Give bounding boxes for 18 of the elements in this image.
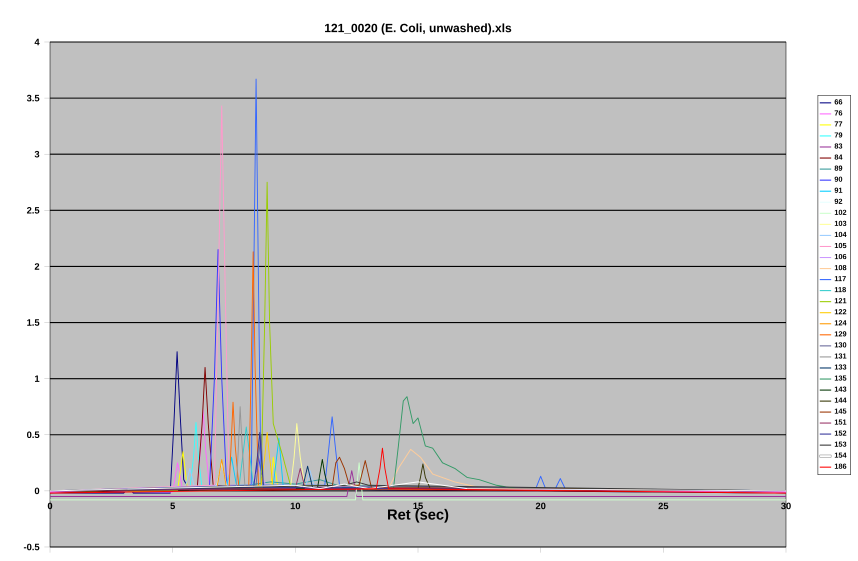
x-tick-label: 15: [413, 502, 423, 510]
y-tick-label: 4: [34, 38, 40, 46]
y-tick-label: 3: [34, 150, 40, 158]
x-tick-label: 25: [658, 502, 668, 510]
y-tick-label: 0.5: [27, 431, 40, 438]
y-tick-label: 3.5: [26, 94, 40, 102]
y-tick-label: 2.5: [26, 207, 40, 214]
y-tick-label: 0: [34, 488, 40, 494]
x-axis-title: Ret (sec): [388, 508, 448, 523]
y-tick-label: 1.5: [27, 319, 40, 326]
x-tick-label: 5: [170, 502, 176, 510]
y-tick-label: 2: [34, 263, 40, 270]
x-tick-label: 30: [781, 502, 791, 510]
y-tick-label: -0.5: [24, 544, 40, 550]
chart-title: 121_0020 (E. Coli, unwashed).xls: [325, 23, 512, 35]
x-tick-label: 10: [290, 502, 300, 510]
x-tick-label: 20: [536, 502, 546, 510]
y-tick-label: 1: [35, 375, 40, 382]
